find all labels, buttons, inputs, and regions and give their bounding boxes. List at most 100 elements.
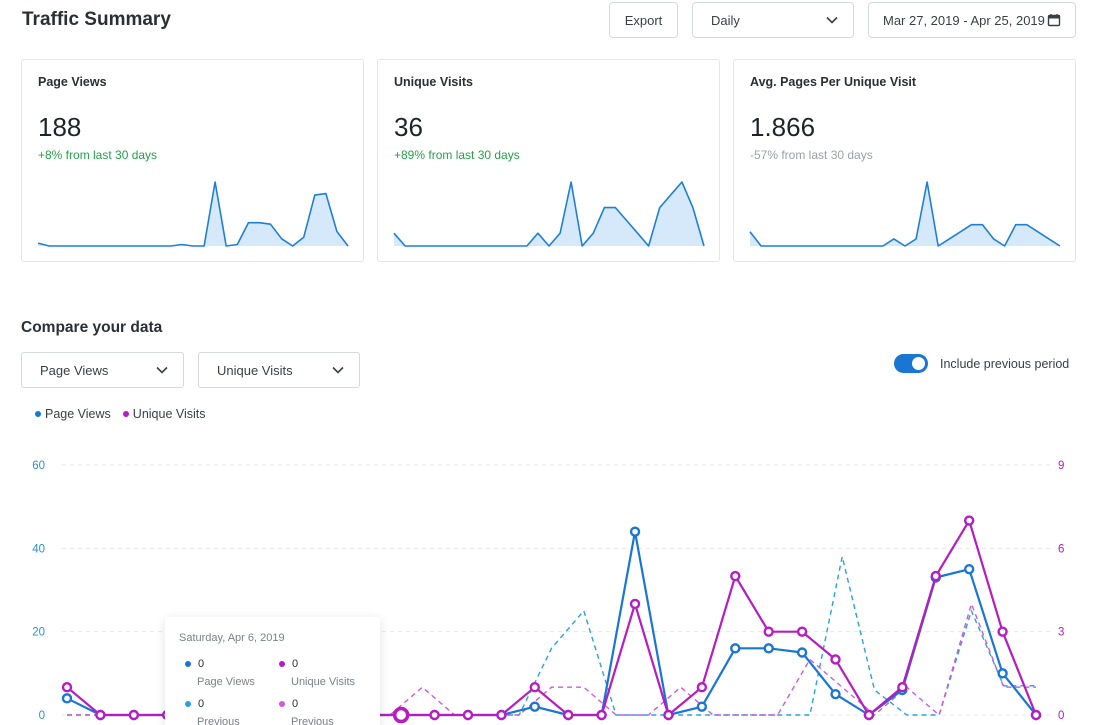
data-point <box>897 682 908 693</box>
chart-tooltip: Saturday, Apr 6, 2019 0 Page Views 0 Uni… <box>165 617 380 725</box>
data-point <box>963 563 975 575</box>
data-point <box>696 682 708 693</box>
data-point <box>61 682 73 693</box>
stat-card-unique-visits: Unique Visits 36 +89% from last 30 days <box>377 59 720 262</box>
series-previous-page-views <box>67 555 1036 716</box>
y-right-tick: 9 <box>1058 460 1064 472</box>
data-point <box>730 643 741 654</box>
legend-label: Page Views <box>45 407 111 421</box>
data-point <box>61 693 73 704</box>
page-title: Traffic Summary <box>22 9 171 30</box>
chevron-down-icon <box>156 366 168 374</box>
date-range-picker[interactable]: Mar 27, 2019 - Apr 25, 2019 <box>868 2 1076 38</box>
period-select[interactable]: Daily <box>692 2 854 38</box>
tooltip-label: Previous <box>197 716 240 725</box>
card-value: 36 <box>394 112 423 142</box>
data-point <box>128 709 140 721</box>
legend-label: Unique Visits <box>132 407 206 421</box>
legend-dot <box>35 411 41 417</box>
tooltip-label: Unique Visits <box>291 676 355 688</box>
tooltip-label: Page Views <box>197 676 255 688</box>
data-point <box>830 654 841 665</box>
include-previous-toggle[interactable] <box>894 354 928 373</box>
sparkline-area <box>750 182 1060 246</box>
chevron-down-icon <box>826 16 838 24</box>
sparkline-area <box>38 182 348 246</box>
data-point <box>963 515 975 526</box>
include-previous-label: Include previous period <box>940 357 1070 371</box>
sparkline-line <box>393 181 705 247</box>
legend-item-unique-visits[interactable]: Unique Visits <box>122 407 206 421</box>
card-delta: +89% from last 30 days <box>394 148 520 162</box>
period-select-value: Daily <box>711 12 740 28</box>
metric-select-2[interactable]: Unique Visits <box>198 352 360 388</box>
tooltip-value: 0 <box>292 658 299 670</box>
tooltip-dot <box>185 661 191 667</box>
legend-item-page-views[interactable]: Page Views <box>35 407 111 421</box>
tooltip-label: Previous <box>291 716 334 725</box>
metric-select-1[interactable]: Page Views <box>21 352 184 388</box>
series-previous-unique-visits <box>67 603 1036 716</box>
data-point <box>796 647 808 658</box>
y-right-tick: 3 <box>1058 627 1064 639</box>
y-left-tick: 0 <box>39 710 45 722</box>
tooltip-item-page-views: 0 Page Views <box>185 658 255 688</box>
toggle-knob <box>912 357 925 370</box>
export-button[interactable]: Export <box>609 2 678 38</box>
tooltip-item-previous-unique-visits: 0 Previous <box>279 698 334 725</box>
sparkline <box>393 181 705 247</box>
stat-card-avg-pages: Avg. Pages Per Unique Visit 1.866 -57% f… <box>733 59 1076 262</box>
date-range-value: Mar 27, 2019 - Apr 25, 2019 <box>883 12 1045 28</box>
y-left-tick: 60 <box>32 460 45 472</box>
data-point <box>730 570 741 582</box>
data-point <box>596 709 607 721</box>
data-point <box>663 709 674 721</box>
card-delta: +8% from last 30 days <box>38 148 158 162</box>
calendar-icon <box>1047 14 1061 27</box>
card-value: 188 <box>38 112 82 142</box>
y-left-tick: 20 <box>32 627 45 639</box>
tooltip-value: 0 <box>198 658 205 670</box>
card-title: Unique Visits <box>394 75 473 89</box>
tooltip-item-previous-page-views: 0 Previous <box>185 698 240 725</box>
data-point <box>529 701 540 712</box>
data-point <box>997 626 1008 637</box>
compare-title: Compare your data <box>21 319 163 336</box>
tooltip-dot <box>185 701 191 707</box>
data-point <box>763 626 774 637</box>
sparkline-area <box>394 182 704 246</box>
hovered-point <box>392 706 410 724</box>
tooltip-dot <box>279 661 285 667</box>
data-point <box>462 709 474 721</box>
metric-select-value: Page Views <box>40 362 109 378</box>
data-point <box>1030 709 1042 721</box>
card-title: Avg. Pages Per Unique Visit <box>750 75 917 89</box>
card-title: Page Views <box>38 75 107 89</box>
data-point <box>629 598 641 610</box>
metric-select-value: Unique Visits <box>217 362 293 378</box>
tooltip-item-unique-visits: 0 Unique Visits <box>279 658 355 688</box>
sparkline-line <box>749 181 1061 247</box>
data-point <box>95 709 106 721</box>
data-point <box>529 682 540 693</box>
y-left-tick: 40 <box>32 543 45 555</box>
y-right-tick: 6 <box>1058 543 1064 555</box>
data-point <box>863 709 875 721</box>
chevron-down-icon <box>332 366 344 374</box>
data-point <box>830 688 841 700</box>
data-point <box>629 526 641 537</box>
data-point <box>496 709 507 721</box>
legend-dot <box>122 411 129 417</box>
sparkline <box>37 181 349 247</box>
sparkline-line <box>37 181 349 247</box>
data-point <box>763 643 774 654</box>
card-value: 1.866 <box>750 112 816 142</box>
data-point <box>429 709 440 721</box>
tooltip-date: Saturday, Apr 6, 2019 <box>179 632 285 644</box>
data-point <box>696 701 708 712</box>
tooltip-dot <box>279 701 285 707</box>
data-point <box>563 709 574 721</box>
y-right-tick: 0 <box>1058 710 1064 722</box>
card-delta: -57% from last 30 days <box>750 148 873 162</box>
tooltip-value: 0 <box>292 698 299 710</box>
